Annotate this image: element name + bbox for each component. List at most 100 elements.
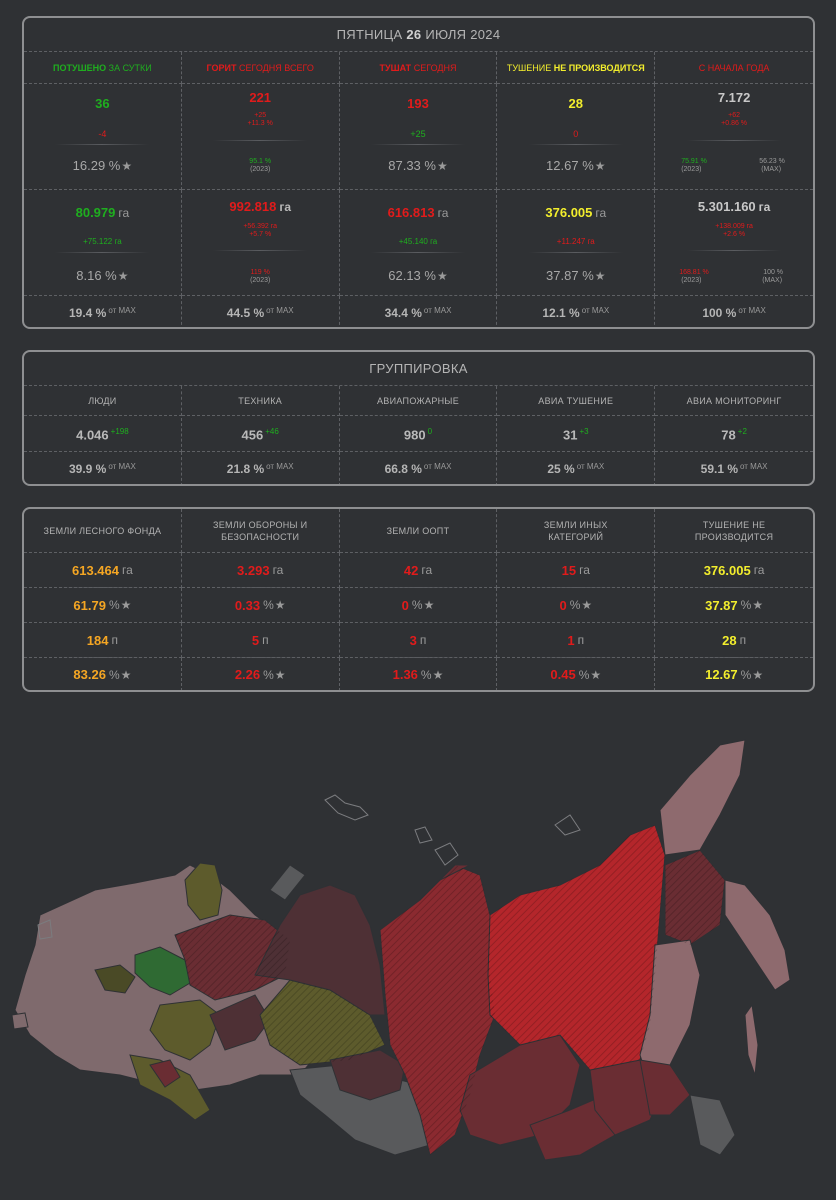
region-novaya-zemlya[interactable] xyxy=(269,864,306,901)
land-area-pct-unit: % xyxy=(108,598,120,612)
group-value-equipment: 456 +46 xyxy=(181,418,340,452)
region-omsk[interactable] xyxy=(329,1049,406,1101)
header-burning-b: СЕГОДНЯ ВСЕГО xyxy=(239,62,314,73)
count-extinguished-value: 36 xyxy=(95,96,110,111)
land-area-pct-value: 0.33 xyxy=(234,597,261,613)
count-not-fought: 28 0 12.67 %★ xyxy=(497,84,656,190)
group-pct-equipment: 21.8 % от MAX xyxy=(182,452,340,484)
land-count-pct-4: 12.67% ★ xyxy=(655,658,813,690)
land-label-1: ЗЕМЛИ ОБОРОНЫ И БЕЗОПАСНОСТИ xyxy=(181,509,340,553)
group-value-air-firefighters: 980 0 xyxy=(339,418,498,452)
of-max-label: от MAX xyxy=(576,461,605,471)
region-karelia[interactable] xyxy=(184,862,223,921)
land-label-0: ЗЕМЛИ ЛЕСНОГО ФОНДА xyxy=(24,509,182,553)
region-chukotka[interactable] xyxy=(659,739,746,856)
count-year-value: 7.172 xyxy=(717,90,751,105)
region-dark-red-small[interactable] xyxy=(149,1059,181,1088)
area-year-value: 5.301.160 xyxy=(697,199,756,214)
header-burning: ГОРИТ СЕГОДНЯ ВСЕГО xyxy=(181,52,340,84)
count-year-delta-pct: +0.86 % xyxy=(721,120,748,127)
group-value: 78 xyxy=(721,427,736,443)
region-komi[interactable] xyxy=(209,994,271,1051)
of-max-year: 100 % от MAX xyxy=(655,296,813,327)
star-icon: ★ xyxy=(752,667,764,682)
star-icon: ★ xyxy=(120,598,132,612)
area-extinguished-unit: га xyxy=(118,206,130,220)
lands-panel: ЗЕМЛИ ЛЕСНОГО ФОНДА ЗЕМЛИ ОБОРОНЫ И БЕЗОП… xyxy=(22,507,815,692)
star-icon: ★ xyxy=(120,667,132,682)
count-extinguished-pct: 16.29 % xyxy=(72,158,121,173)
star-icon: ★ xyxy=(121,159,133,173)
divider xyxy=(686,140,782,141)
land-count-4: 28 п xyxy=(655,623,813,658)
region-yamal[interactable] xyxy=(254,884,386,1016)
divider xyxy=(55,144,150,145)
land-label-4: ТУШЕНИЕ НЕ ПРОИЗВОДИТСЯ xyxy=(655,509,813,553)
area-year-unit: га xyxy=(758,200,771,214)
main-stats-grid: ПОТУШЕНО ЗА СУТКИ ГОРИТ СЕГОДНЯ ВСЕГО ТУ… xyxy=(24,52,813,327)
region-kaliningrad[interactable] xyxy=(11,1012,29,1030)
star-icon: ★ xyxy=(594,269,606,283)
count-fighting: 193 +25 87.33 %★ xyxy=(339,84,498,190)
region-green[interactable] xyxy=(134,946,191,996)
land-count-pct-0: 83.26% ★ xyxy=(24,658,182,690)
count-year: 7.172 +62 +0.86 % 75.91 % (2023) 56.23 %… xyxy=(655,84,813,190)
region-primorye[interactable] xyxy=(689,1094,736,1156)
count-not-fought-pct: 12.67 % xyxy=(546,158,594,173)
divider xyxy=(213,140,308,141)
star-icon: ★ xyxy=(581,598,593,612)
region-sakhalin[interactable] xyxy=(744,1003,759,1076)
header-extinguished: ПОТУШЕНО ЗА СУТКИ xyxy=(24,52,182,84)
star-icon: ★ xyxy=(436,269,448,283)
count-not-fought-delta: 0 xyxy=(573,129,579,139)
group-value: 4.046 xyxy=(76,427,109,443)
of-max-label: от MAX xyxy=(740,461,768,471)
land-area-pct-value: 61.79 xyxy=(73,597,106,613)
group-delta: +198 xyxy=(110,426,129,436)
area-fighting-value: 616.813 xyxy=(387,205,435,220)
land-count-unit: п xyxy=(577,633,585,647)
region-olive-small[interactable] xyxy=(94,964,136,994)
star-icon: ★ xyxy=(590,667,602,682)
area-not-fought-delta: +11.247 га xyxy=(556,237,595,246)
land-area-unit: га xyxy=(753,563,765,577)
area-year-compare-2023: 168.81 % xyxy=(679,269,709,276)
group-label-equipment: ТЕХНИКА xyxy=(181,386,340,416)
group-label-air-monitoring: АВИА МОНИТОРИНГ xyxy=(655,386,813,416)
count-year-compare-max: 56.23 % xyxy=(759,158,785,165)
area-burning: 992.818 га +56.392 га +5.7 % 119 % (2023) xyxy=(181,190,340,296)
date-weekday: ПЯТНИЦА xyxy=(336,27,403,42)
divider xyxy=(213,250,308,251)
region-olive-central[interactable] xyxy=(149,999,221,1061)
count-burning-compare-year: (2023) xyxy=(250,166,271,173)
count-fighting-pct: 87.33 % xyxy=(388,158,436,173)
main-stats-panel: ПЯТНИЦА 26 ИЮЛЯ 2024 ПОТУШЕНО ЗА СУТКИ Г… xyxy=(22,16,815,329)
area-fighting-pct: 62.13 % xyxy=(388,268,436,283)
land-area-pct-1: 0.33% ★ xyxy=(181,588,340,623)
land-count-pct-unit: % xyxy=(578,667,590,682)
land-area-value: 3.293 xyxy=(237,562,270,578)
area-year-delta: +138.009 га xyxy=(715,223,753,230)
count-not-fought-value: 28 xyxy=(568,96,584,111)
region-amur[interactable] xyxy=(639,1059,691,1116)
group-delta: +2 xyxy=(737,426,747,436)
land-area-0: 613.464 га xyxy=(24,553,182,588)
area-burning-unit: га xyxy=(279,200,292,214)
land-count-pct-value: 83.26 xyxy=(73,667,106,682)
header-extinguished-b: ЗА СУТКИ xyxy=(108,62,152,73)
of-max-label: от MAX xyxy=(423,305,452,315)
of-max-label: от MAX xyxy=(738,305,766,315)
group-label-air-firefighters: АВИАПОЖАРНЫЕ xyxy=(339,386,498,416)
region-kamchatka[interactable] xyxy=(724,879,791,991)
of-max-value: 100 % xyxy=(702,306,737,320)
land-area-4: 376.005 га xyxy=(655,553,813,588)
of-max-label: от MAX xyxy=(581,305,610,315)
area-year-compare-max-label: (MAX) xyxy=(762,277,783,284)
count-year-compare-2023: 75.91 % xyxy=(681,158,707,165)
land-area-pct-value: 0 xyxy=(559,597,567,613)
area-not-fought: 376.005 га +11.247 га 37.87 %★ xyxy=(497,190,656,296)
group-pct: 39.9 % xyxy=(68,462,107,476)
star-icon: ★ xyxy=(274,598,286,612)
